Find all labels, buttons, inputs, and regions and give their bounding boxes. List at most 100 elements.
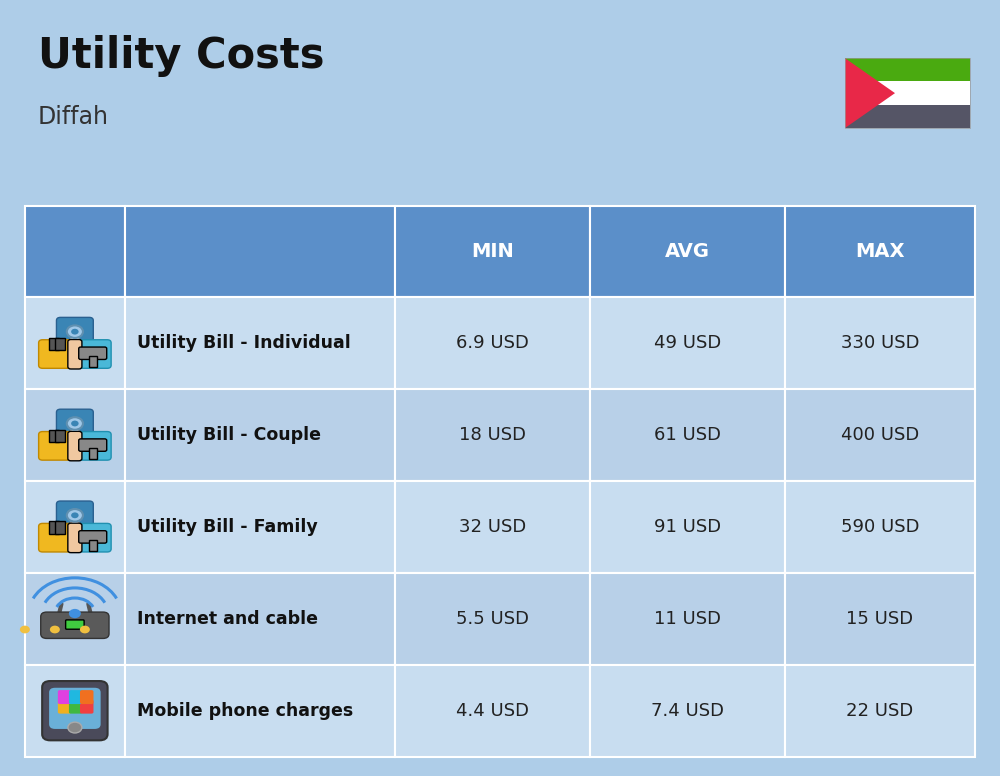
FancyBboxPatch shape	[56, 317, 93, 346]
FancyBboxPatch shape	[395, 573, 590, 665]
FancyBboxPatch shape	[845, 81, 970, 105]
FancyBboxPatch shape	[590, 206, 785, 297]
FancyBboxPatch shape	[49, 338, 59, 350]
Text: 11 USD: 11 USD	[654, 610, 721, 628]
FancyBboxPatch shape	[785, 297, 975, 390]
FancyBboxPatch shape	[74, 340, 111, 369]
FancyBboxPatch shape	[125, 297, 395, 390]
FancyBboxPatch shape	[395, 481, 590, 573]
Text: Utility Costs: Utility Costs	[38, 35, 324, 77]
FancyBboxPatch shape	[80, 690, 93, 704]
Text: Utility Bill - Family: Utility Bill - Family	[137, 518, 318, 536]
FancyBboxPatch shape	[66, 620, 84, 629]
Text: Mobile phone charges: Mobile phone charges	[137, 702, 353, 719]
Text: 5.5 USD: 5.5 USD	[456, 610, 529, 628]
FancyBboxPatch shape	[590, 481, 785, 573]
Text: Utility Bill - Couple: Utility Bill - Couple	[137, 426, 321, 444]
Text: 4.4 USD: 4.4 USD	[456, 702, 529, 719]
Circle shape	[71, 428, 79, 435]
Circle shape	[67, 509, 83, 521]
FancyBboxPatch shape	[41, 612, 109, 639]
Circle shape	[71, 329, 79, 334]
Circle shape	[71, 336, 79, 343]
FancyBboxPatch shape	[395, 390, 590, 481]
Circle shape	[69, 609, 81, 618]
Text: 91 USD: 91 USD	[654, 518, 721, 536]
Circle shape	[20, 625, 30, 633]
FancyBboxPatch shape	[56, 501, 93, 529]
FancyBboxPatch shape	[89, 449, 97, 459]
FancyBboxPatch shape	[25, 573, 125, 665]
FancyBboxPatch shape	[58, 700, 71, 714]
FancyBboxPatch shape	[79, 347, 107, 359]
Text: AVG: AVG	[665, 242, 710, 261]
FancyBboxPatch shape	[79, 531, 107, 543]
Text: 18 USD: 18 USD	[459, 426, 526, 444]
FancyBboxPatch shape	[89, 356, 97, 367]
FancyBboxPatch shape	[89, 540, 97, 551]
FancyBboxPatch shape	[58, 690, 71, 704]
FancyBboxPatch shape	[25, 481, 125, 573]
Text: MAX: MAX	[855, 242, 905, 261]
FancyBboxPatch shape	[49, 521, 59, 534]
FancyBboxPatch shape	[125, 665, 395, 757]
Circle shape	[67, 325, 83, 338]
FancyBboxPatch shape	[56, 409, 93, 438]
FancyBboxPatch shape	[785, 390, 975, 481]
Text: 590 USD: 590 USD	[841, 518, 919, 536]
FancyBboxPatch shape	[590, 573, 785, 665]
FancyBboxPatch shape	[395, 297, 590, 390]
FancyBboxPatch shape	[845, 58, 970, 81]
FancyBboxPatch shape	[68, 340, 82, 369]
Text: Internet and cable: Internet and cable	[137, 610, 318, 628]
FancyBboxPatch shape	[395, 665, 590, 757]
Text: 15 USD: 15 USD	[846, 610, 914, 628]
FancyBboxPatch shape	[74, 431, 111, 460]
FancyBboxPatch shape	[25, 390, 125, 481]
FancyBboxPatch shape	[55, 430, 65, 442]
FancyBboxPatch shape	[80, 700, 93, 714]
FancyBboxPatch shape	[79, 439, 107, 452]
FancyBboxPatch shape	[25, 665, 125, 757]
FancyBboxPatch shape	[125, 206, 395, 297]
Circle shape	[71, 512, 79, 518]
FancyBboxPatch shape	[785, 665, 975, 757]
FancyBboxPatch shape	[69, 690, 82, 704]
Text: 330 USD: 330 USD	[841, 334, 919, 352]
FancyBboxPatch shape	[68, 523, 82, 553]
FancyBboxPatch shape	[39, 431, 75, 460]
Text: Diffah: Diffah	[38, 105, 109, 129]
Circle shape	[50, 625, 60, 633]
FancyBboxPatch shape	[125, 573, 395, 665]
FancyBboxPatch shape	[25, 297, 125, 390]
FancyBboxPatch shape	[39, 523, 75, 552]
Circle shape	[71, 520, 79, 526]
FancyBboxPatch shape	[55, 521, 65, 534]
FancyBboxPatch shape	[55, 338, 65, 350]
Text: 400 USD: 400 USD	[841, 426, 919, 444]
FancyBboxPatch shape	[68, 431, 82, 461]
Text: MIN: MIN	[472, 242, 514, 261]
FancyBboxPatch shape	[49, 430, 59, 442]
FancyBboxPatch shape	[785, 573, 975, 665]
FancyBboxPatch shape	[125, 390, 395, 481]
Text: 7.4 USD: 7.4 USD	[651, 702, 724, 719]
Circle shape	[67, 417, 83, 430]
FancyBboxPatch shape	[125, 481, 395, 573]
Text: 32 USD: 32 USD	[459, 518, 526, 536]
FancyBboxPatch shape	[590, 390, 785, 481]
FancyBboxPatch shape	[590, 297, 785, 390]
FancyBboxPatch shape	[25, 206, 125, 297]
FancyBboxPatch shape	[39, 340, 75, 369]
Text: Utility Bill - Individual: Utility Bill - Individual	[137, 334, 351, 352]
Polygon shape	[845, 58, 895, 128]
FancyBboxPatch shape	[785, 206, 975, 297]
FancyBboxPatch shape	[590, 665, 785, 757]
Text: 49 USD: 49 USD	[654, 334, 721, 352]
FancyBboxPatch shape	[845, 105, 970, 128]
FancyBboxPatch shape	[785, 481, 975, 573]
Circle shape	[68, 722, 82, 733]
FancyBboxPatch shape	[49, 688, 101, 729]
FancyBboxPatch shape	[395, 206, 590, 297]
Circle shape	[71, 421, 79, 426]
